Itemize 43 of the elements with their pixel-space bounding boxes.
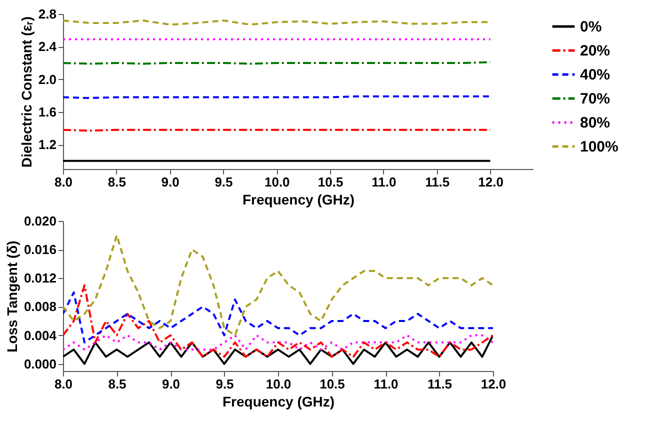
y-tick-label: 0.020 — [24, 214, 56, 228]
legend-label: 70% — [580, 90, 610, 108]
y-tick-label: 2.8 — [38, 6, 56, 22]
x-tick-label: 11.0 — [374, 376, 398, 392]
x-tick-label: 11.0 — [372, 174, 396, 190]
y-tick-label: 0.004 — [24, 328, 58, 343]
y-tick-label: 1.6 — [38, 104, 56, 120]
line-series — [63, 284, 493, 358]
y-tick-label: 0.016 — [24, 242, 56, 258]
line-series — [63, 291, 493, 344]
x-tick-label: 9.5 — [216, 376, 234, 392]
legend-label: 40% — [580, 66, 610, 84]
x-tick-label: 12.0 — [478, 174, 504, 190]
x-tick-label: 9.0 — [162, 376, 180, 392]
x-tick-label: 12.0 — [480, 376, 506, 392]
x-tick-label: 8.5 — [108, 376, 126, 392]
y-tick-label: 2.4 — [38, 39, 58, 54]
y-axis-title: Dielectric Constant (εᵣ) — [18, 16, 34, 168]
y-axis-title: Loss Tangent (δ) — [4, 240, 20, 352]
x-tick-label: 9.0 — [161, 174, 180, 190]
y-tick-label: 0.008 — [24, 299, 56, 314]
line-series — [63, 334, 493, 365]
y-tick-label: 0.012 — [24, 270, 56, 286]
x-tick-label: 10.0 — [264, 174, 290, 190]
x-tick-label: 9.5 — [214, 174, 233, 190]
x-tick-label: 11.5 — [427, 376, 452, 392]
legend-label: 80% — [580, 114, 610, 132]
legend-label: 20% — [580, 42, 610, 60]
x-tick-label: 8.5 — [108, 174, 126, 190]
x-tick-label: 8.0 — [54, 174, 73, 190]
x-tick-label: 10.0 — [266, 376, 292, 392]
line-series — [63, 234, 493, 336]
x-axis-title: Frequency (GHz) — [242, 192, 355, 208]
y-tick-label: 2.0 — [38, 72, 56, 87]
x-tick-label: 11.5 — [425, 174, 450, 190]
x-tick-label: 8.0 — [54, 376, 73, 392]
x-tick-label: 10.5 — [320, 376, 345, 392]
legend-label: 100% — [580, 138, 618, 156]
x-axis-title: Frequency (GHz) — [222, 394, 335, 410]
x-tick-label: 10.5 — [318, 174, 344, 190]
legend-label: 0% — [580, 18, 602, 36]
y-tick-label: 1.2 — [38, 137, 56, 152]
y-tick-label: 0.000 — [24, 356, 56, 372]
